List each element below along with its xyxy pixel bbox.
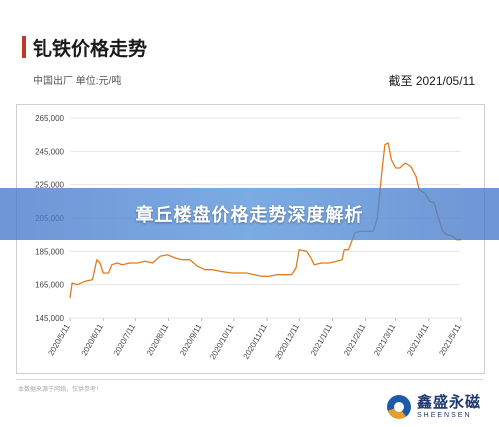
x-tick-label: 2021/5/11 <box>437 322 463 357</box>
logo-name-en: SHEENSEN <box>416 412 472 419</box>
chart-subtitle: 中国出厂 单位:元/吨 <box>33 76 122 87</box>
title-accent-bar <box>22 36 26 58</box>
y-tick-label: 225,000 <box>35 181 64 190</box>
x-tick-label: 2020/5/11 <box>46 322 72 357</box>
logo-name-cn: 鑫盛永磁 <box>416 394 481 411</box>
x-tick-label: 2020/7/11 <box>112 322 138 357</box>
as-of-date: 截至 2021/05/11 <box>388 74 475 88</box>
x-tick-label: 2021/2/11 <box>342 322 368 357</box>
x-tick-label: 2021/1/11 <box>309 322 335 357</box>
brand-logo: 鑫盛永磁 SHEENSEN <box>386 392 481 422</box>
x-tick-label: 2021/3/11 <box>372 322 398 357</box>
logo-text: 鑫盛永磁 SHEENSEN <box>417 395 481 419</box>
x-tick-label: 2020/8/11 <box>145 322 171 357</box>
x-tick-label: 2020/12/11 <box>273 322 301 361</box>
y-tick-label: 145,000 <box>35 314 64 323</box>
overlay-banner: 章丘楼盘价格走势深度解析 <box>0 188 499 240</box>
x-tick-label: 2020/6/11 <box>80 322 106 357</box>
y-tick-label: 165,000 <box>35 281 64 290</box>
x-tick-label: 2020/10/11 <box>208 322 236 361</box>
x-tick-label: 2021/4/11 <box>405 322 431 357</box>
disclaimer-text: 本数据来源于网络，仅供参考！ <box>18 387 103 393</box>
x-tick-label: 2020/11/11 <box>242 322 269 361</box>
y-tick-label: 185,000 <box>35 247 64 256</box>
price-series-line <box>69 142 461 299</box>
footer-divider <box>16 379 483 380</box>
chart-title: 钆铁价格走势 <box>33 39 148 60</box>
x-tick-label: 2020/9/11 <box>178 322 204 357</box>
logo-mark-icon <box>386 395 411 419</box>
y-tick-label: 265,000 <box>35 114 64 123</box>
y-tick-label: 245,000 <box>35 147 64 156</box>
banner-text: 章丘楼盘价格走势深度解析 <box>135 205 364 225</box>
